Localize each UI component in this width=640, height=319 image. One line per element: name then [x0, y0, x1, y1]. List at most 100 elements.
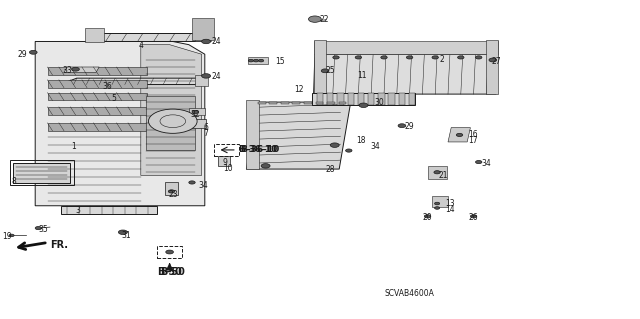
Text: 34: 34 — [481, 159, 491, 168]
Circle shape — [321, 69, 329, 73]
Circle shape — [189, 181, 195, 184]
Text: SCVAB4600A: SCVAB4600A — [385, 289, 435, 298]
Polygon shape — [258, 102, 266, 104]
Bar — [214, 144, 239, 156]
Circle shape — [330, 143, 339, 147]
Polygon shape — [141, 45, 202, 175]
Polygon shape — [317, 93, 323, 105]
Polygon shape — [327, 102, 335, 104]
Polygon shape — [189, 108, 205, 115]
Circle shape — [456, 133, 463, 137]
Text: FR.: FR. — [50, 240, 68, 250]
Circle shape — [458, 56, 464, 59]
Text: 29: 29 — [17, 50, 27, 59]
Polygon shape — [486, 40, 498, 94]
Polygon shape — [292, 102, 300, 104]
Polygon shape — [316, 102, 323, 104]
Polygon shape — [388, 93, 395, 105]
Circle shape — [192, 110, 198, 114]
Polygon shape — [368, 93, 374, 105]
Text: 27: 27 — [492, 57, 501, 66]
Polygon shape — [281, 102, 289, 104]
Text: 34: 34 — [198, 181, 208, 189]
Circle shape — [435, 202, 440, 205]
Text: 19: 19 — [2, 232, 12, 241]
Polygon shape — [195, 21, 211, 41]
Polygon shape — [192, 18, 214, 40]
Text: 22: 22 — [320, 15, 330, 24]
Text: 30: 30 — [374, 98, 384, 107]
Circle shape — [355, 56, 362, 59]
Circle shape — [470, 215, 477, 218]
Polygon shape — [378, 93, 385, 105]
Circle shape — [202, 39, 211, 44]
Circle shape — [308, 16, 321, 22]
Polygon shape — [399, 93, 405, 105]
Text: 16: 16 — [468, 130, 478, 139]
Polygon shape — [409, 93, 415, 105]
Circle shape — [432, 56, 438, 59]
Text: 4: 4 — [138, 41, 143, 50]
Polygon shape — [64, 67, 99, 72]
Circle shape — [476, 160, 482, 164]
Text: 10: 10 — [223, 164, 232, 173]
Polygon shape — [35, 41, 205, 206]
Circle shape — [248, 59, 253, 62]
Polygon shape — [64, 78, 205, 85]
Text: 1: 1 — [71, 142, 76, 151]
Polygon shape — [314, 40, 326, 94]
Polygon shape — [432, 196, 448, 207]
Circle shape — [202, 74, 211, 78]
Text: B-50: B-50 — [157, 267, 182, 277]
Circle shape — [346, 149, 352, 152]
Text: 15: 15 — [275, 57, 285, 66]
Polygon shape — [218, 156, 230, 166]
Polygon shape — [48, 67, 147, 75]
Text: 34: 34 — [370, 142, 380, 151]
Polygon shape — [358, 93, 364, 105]
Polygon shape — [48, 107, 147, 115]
Text: 8: 8 — [12, 177, 16, 186]
Circle shape — [476, 56, 482, 59]
Polygon shape — [327, 93, 333, 105]
Text: 9: 9 — [223, 158, 228, 167]
Polygon shape — [48, 93, 147, 100]
Polygon shape — [312, 93, 415, 105]
Text: 7: 7 — [204, 130, 209, 138]
Text: B-50: B-50 — [161, 267, 185, 277]
Text: 25: 25 — [325, 66, 335, 75]
Polygon shape — [428, 166, 447, 179]
Circle shape — [435, 207, 440, 209]
Polygon shape — [339, 102, 346, 104]
Text: 2: 2 — [439, 55, 444, 63]
Circle shape — [381, 56, 387, 59]
Polygon shape — [48, 80, 147, 88]
Text: 21: 21 — [438, 171, 448, 180]
Text: 23: 23 — [169, 190, 179, 199]
Circle shape — [168, 190, 175, 193]
Text: 24: 24 — [211, 37, 221, 46]
Polygon shape — [93, 33, 208, 41]
Text: 29: 29 — [404, 122, 414, 131]
Circle shape — [259, 59, 264, 62]
Polygon shape — [348, 93, 354, 105]
Polygon shape — [191, 119, 206, 128]
Polygon shape — [246, 102, 351, 169]
Text: 12: 12 — [294, 85, 304, 94]
Circle shape — [118, 230, 127, 234]
Polygon shape — [85, 28, 104, 42]
Circle shape — [434, 171, 440, 174]
Text: 5: 5 — [111, 94, 116, 103]
Text: 33: 33 — [63, 66, 72, 75]
Circle shape — [398, 124, 406, 128]
Polygon shape — [248, 57, 268, 64]
Polygon shape — [448, 128, 470, 142]
Circle shape — [29, 50, 37, 54]
Text: 36: 36 — [102, 82, 113, 91]
Text: 18: 18 — [356, 136, 365, 145]
Text: 17: 17 — [468, 137, 478, 145]
Bar — [157, 246, 182, 258]
Circle shape — [148, 109, 197, 133]
Circle shape — [9, 234, 14, 237]
Polygon shape — [48, 123, 147, 131]
